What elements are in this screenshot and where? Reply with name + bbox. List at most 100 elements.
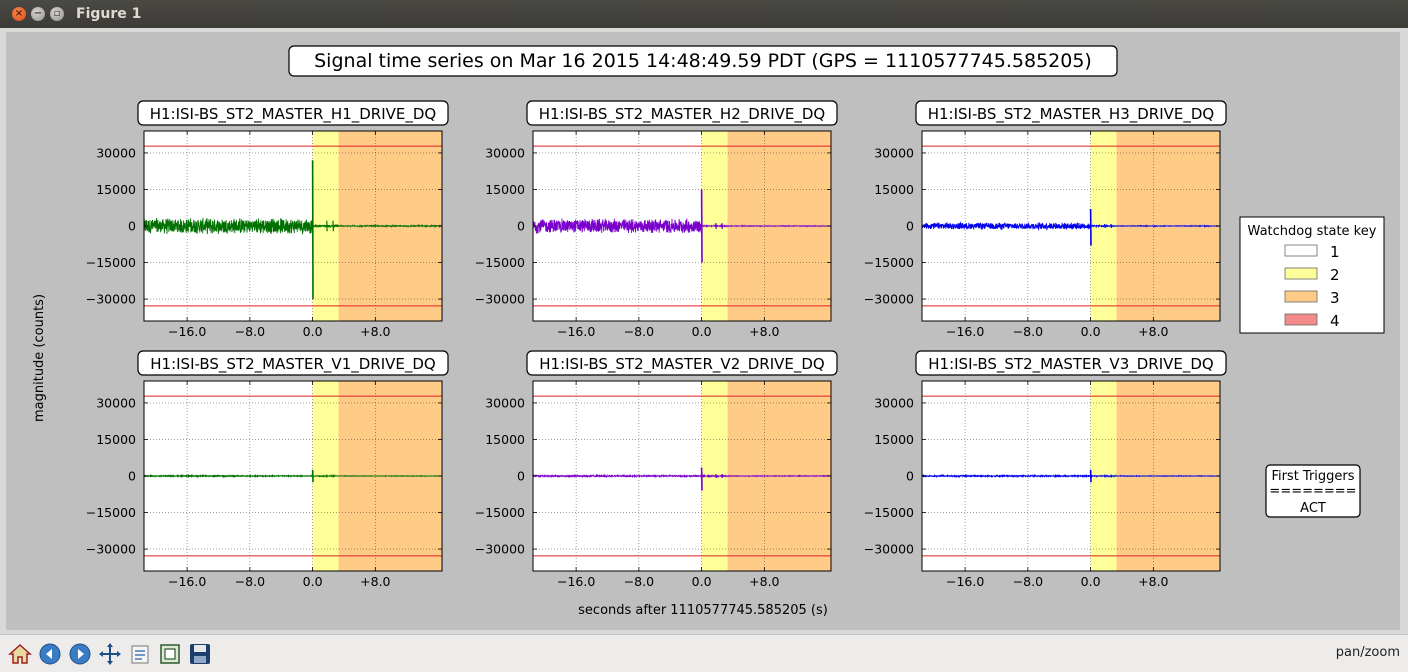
zoom-button[interactable] (156, 640, 184, 668)
y-tick-label: −30000 (475, 292, 525, 307)
x-tick-label: +8.0 (360, 324, 390, 339)
legend-label-2: 2 (1330, 266, 1340, 284)
save-icon (190, 644, 210, 664)
subplot-3: −16.0 −8.0 0.0 +8.0 30000 15000 0 −15000 −30000 H… (864, 100, 1227, 339)
legend-swatch-2 (1284, 267, 1318, 280)
first-triggers-title: First Triggers (1271, 469, 1354, 484)
x-tick-label: −16.0 (557, 324, 595, 339)
x-tick-label: −16.0 (168, 574, 206, 589)
y-tick-label: −15000 (475, 255, 525, 270)
y-tick-label: −15000 (864, 255, 914, 270)
subplot-title-box (915, 100, 1227, 126)
y-tick-label: −15000 (86, 255, 136, 270)
legend-label-3: 3 (1330, 289, 1340, 307)
subplot-title-box (526, 100, 838, 126)
pan-button[interactable] (96, 640, 124, 668)
x-tick-label: 0.0 (692, 324, 712, 339)
legend-title: Watchdog state key (1248, 224, 1377, 239)
legend-label-4: 4 (1330, 312, 1340, 330)
y-tick-label: 30000 (485, 145, 525, 160)
y-tick-label: 15000 (485, 432, 525, 447)
subplot-5: −16.0 −8.0 0.0 +8.0 30000 15000 0 −15000 −30000 H… (475, 350, 838, 589)
x-tick-label: 0.0 (1081, 324, 1101, 339)
y-tick-label: 0 (128, 219, 136, 234)
y-tick-label: 30000 (874, 395, 914, 410)
maximize-window-button[interactable]: ▫ (50, 7, 64, 21)
signal-trace (921, 473, 1221, 479)
toolbar-status: pan/zoom (1335, 645, 1400, 660)
y-tick-label: 15000 (96, 432, 136, 447)
y-tick-label: −30000 (475, 542, 525, 557)
y-tick-label: −30000 (86, 292, 136, 307)
y-tick-label: −30000 (864, 542, 914, 557)
x-tick-label: +8.0 (749, 574, 779, 589)
figure-svg[interactable]: −16.0 −8.0 0.0 +8.030000150000−15000−30000H… (0, 28, 1408, 634)
y-tick-label: −15000 (86, 505, 136, 520)
x-tick-label: +8.0 (749, 324, 779, 339)
y-tick-label: 30000 (485, 395, 525, 410)
first-triggers-value: ACT (1300, 501, 1326, 516)
y-tick-label: 30000 (874, 145, 914, 160)
x-tick-label: 0.0 (692, 574, 712, 589)
figure-xlabel: seconds after 1110577745.585205 (s) (578, 603, 828, 618)
y-tick-label: 0 (906, 219, 914, 234)
subplot-title: H1:ISI-BS_ST2_MASTER_H3_DRIVE_DQ (928, 105, 1215, 124)
home-icon (8, 643, 32, 664)
legend-swatch-4 (1284, 313, 1318, 326)
y-tick-label: 0 (517, 469, 525, 484)
first-triggers-frame (1265, 464, 1361, 518)
y-tick-label: 0 (517, 219, 525, 234)
x-tick-label: −16.0 (168, 324, 206, 339)
title-bar: × − ▫ Figure 1 (0, 0, 1408, 28)
x-tick-label: 0.0 (1081, 574, 1101, 589)
pan-icon (99, 643, 121, 665)
signal-trace (143, 473, 443, 479)
signal-trace (143, 217, 443, 235)
x-tick-label: 0.0 (303, 574, 323, 589)
x-tick-label: −8.0 (235, 574, 265, 589)
first-triggers-box: First Triggers ======== ACT (1265, 464, 1361, 518)
signal-trace (532, 473, 832, 479)
x-tick-label: −16.0 (946, 574, 984, 589)
y-tick-label: 15000 (485, 182, 525, 197)
subplot-title-box (526, 350, 838, 376)
subplot-title-box (137, 100, 449, 126)
figure-canvas[interactable]: −16.0 −8.0 0.0 +8.0 30000 15000 0 −15000 −30000 H… (0, 28, 1408, 634)
subplot-title-box (915, 350, 1227, 376)
legend-swatch-3 (1284, 290, 1318, 303)
subplot-title: H1:ISI-BS_ST2_MASTER_V1_DRIVE_DQ (150, 355, 435, 374)
subplot-2: −16.0 −8.0 0.0 +8.0 30000 15000 0 −15000 −30000 H… (475, 100, 838, 339)
y-tick-label: 30000 (96, 145, 136, 160)
subplot-title: H1:ISI-BS_ST2_MASTER_V3_DRIVE_DQ (928, 355, 1213, 374)
forward-button[interactable] (66, 640, 94, 668)
back-icon (39, 643, 61, 665)
y-tick-label: −15000 (475, 505, 525, 520)
configure-subplots-button[interactable] (126, 640, 154, 668)
suptitle-box (288, 45, 1118, 77)
y-tick-label: 0 (128, 469, 136, 484)
y-tick-label: 15000 (874, 432, 914, 447)
home-button[interactable] (6, 640, 34, 668)
back-button[interactable] (36, 640, 64, 668)
x-tick-label: +8.0 (1138, 324, 1168, 339)
x-tick-label: −16.0 (557, 574, 595, 589)
subplot-1: −16.0 −8.0 0.0 +8.0 30000 15000 0 −15000 −30000 H… (86, 100, 449, 339)
minimize-window-button[interactable]: − (31, 7, 45, 21)
signal-trace (921, 221, 1221, 231)
first-triggers-separator: ======== (1269, 484, 1356, 499)
zoom-icon (160, 644, 180, 664)
x-tick-label: +8.0 (1138, 574, 1168, 589)
window-title: Figure 1 (76, 6, 142, 22)
save-button[interactable] (186, 640, 214, 668)
subplot-title: H1:ISI-BS_ST2_MASTER_H1_DRIVE_DQ (150, 105, 437, 124)
figure-suptitle: Signal time series on Mar 16 2015 14:48:… (314, 50, 1092, 72)
subplot-4: −16.0 −8.0 0.0 +8.0 30000 15000 0 −15000 −30000 H… (86, 350, 449, 589)
x-tick-label: −8.0 (1013, 324, 1043, 339)
x-tick-label: −8.0 (624, 574, 654, 589)
legend-label-1: 1 (1330, 243, 1340, 261)
close-window-button[interactable]: × (12, 7, 26, 21)
y-tick-label: −30000 (86, 542, 136, 557)
figure-ylabel: magnitude (counts) (32, 294, 47, 422)
x-tick-label: +8.0 (360, 574, 390, 589)
forward-icon (69, 643, 91, 665)
